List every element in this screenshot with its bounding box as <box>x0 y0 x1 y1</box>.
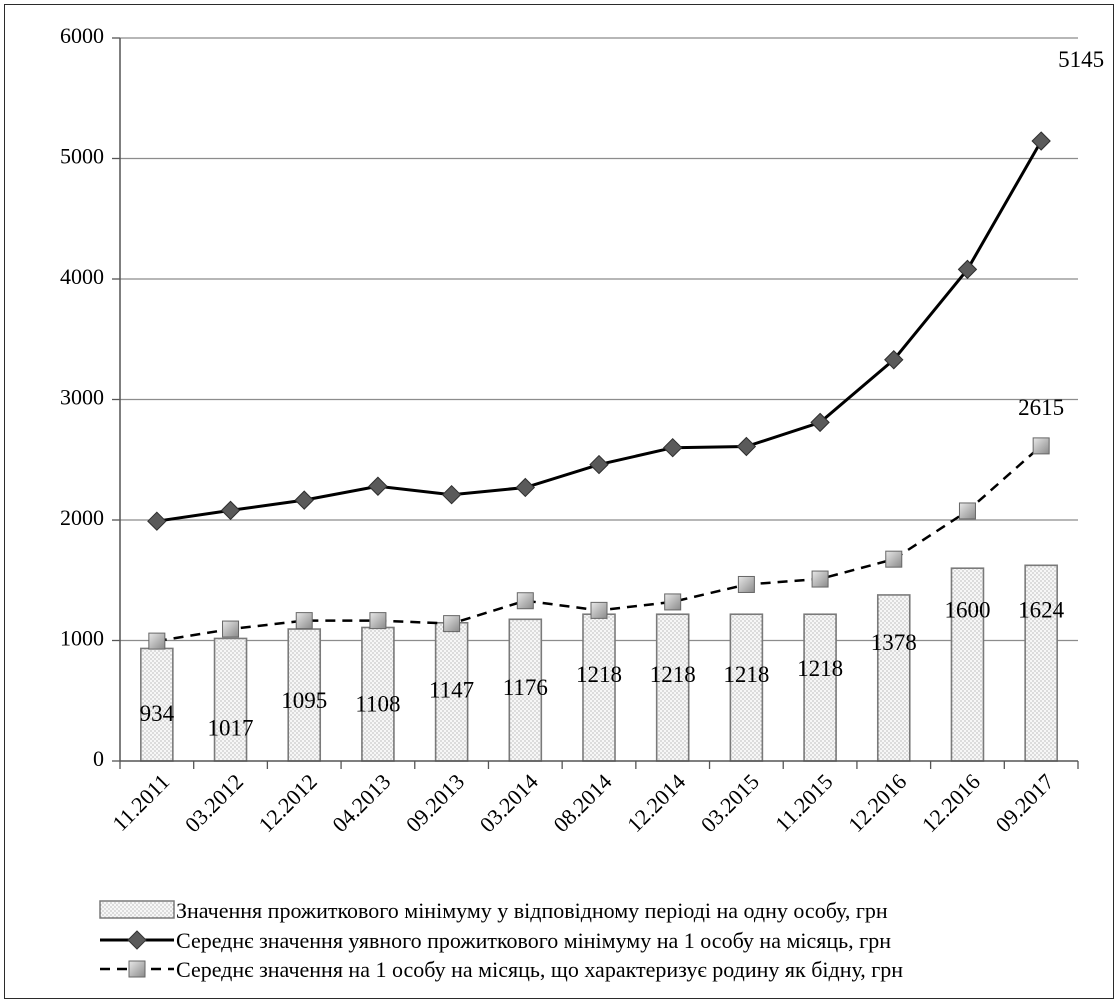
bar-value-label: 1147 <box>429 677 474 702</box>
x-tick-label: 12.2012 <box>254 769 322 837</box>
bar-series <box>140 564 1058 762</box>
gridlines <box>120 37 1078 642</box>
bar-value-label: 1108 <box>355 691 400 716</box>
bar <box>950 567 985 762</box>
square-marker <box>664 593 682 611</box>
diamond-marker <box>810 412 830 433</box>
diamond-marker <box>147 511 167 531</box>
bar <box>655 613 690 762</box>
diamond-marker <box>736 436 757 457</box>
x-tick-label: 04.2013 <box>327 769 395 837</box>
x-tick-label: 09.2017 <box>990 769 1058 837</box>
line-solid-end-label: 5145 <box>1058 47 1104 72</box>
y-tick-label: 0 <box>93 746 104 771</box>
diamond-marker <box>515 477 536 498</box>
diamond-marker <box>368 476 388 496</box>
bar-value-label: 1218 <box>650 662 696 687</box>
data-labels: 934 1017 1095 1108 1147 1176 1218 1218 1218 1218 1… <box>140 47 1105 740</box>
bar <box>876 594 911 762</box>
bar-value-label: 1218 <box>576 662 622 687</box>
x-tick-label: 11.2015 <box>770 769 838 837</box>
bar <box>729 613 764 762</box>
legend-label-solid-line: Середнє значення уявного прожиткового мі… <box>176 928 891 953</box>
diamond-marker <box>441 484 462 505</box>
x-tick-label: 12.2016 <box>917 769 985 837</box>
bar <box>1024 564 1058 762</box>
bar-value-label: 1017 <box>208 715 254 740</box>
x-tick-label: 03.2012 <box>180 769 248 837</box>
bar <box>213 637 248 762</box>
bar-value-label: 1378 <box>871 630 917 655</box>
y-tick-label: 5000 <box>60 144 104 169</box>
diamond-marker <box>220 500 241 521</box>
y-tick-label: 4000 <box>60 264 104 289</box>
bar <box>508 618 543 762</box>
y-tick-label: 3000 <box>60 385 104 410</box>
diamond-marker <box>589 454 609 475</box>
square-marker <box>958 502 976 520</box>
x-tick-label: 03.2014 <box>475 769 543 837</box>
y-tick-label: 2000 <box>60 505 104 530</box>
legend-diamond-marker <box>127 930 147 950</box>
legend-label-bar: Значення прожиткового мінімуму у відпові… <box>176 898 888 923</box>
bar-value-label: 1218 <box>797 656 843 681</box>
line-dashed-end-label: 2615 <box>1018 395 1064 420</box>
bar-value-label: 1176 <box>503 675 548 700</box>
x-tick-label: 12.2016 <box>843 769 911 837</box>
x-tick-label: 08.2014 <box>548 769 616 837</box>
bar-value-label: 1218 <box>723 662 769 687</box>
y-tick-label: 6000 <box>60 23 104 48</box>
square-marker <box>443 615 461 633</box>
legend-square-marker <box>128 960 146 978</box>
diamond-marker <box>1031 131 1051 151</box>
bar-value-label: 1095 <box>281 688 327 713</box>
square-marker <box>369 612 387 630</box>
legend-swatch-bar <box>99 900 175 919</box>
x-tick-label: 09.2013 <box>401 769 469 837</box>
bar <box>803 613 837 762</box>
x-tick-label: 03.2015 <box>696 769 764 837</box>
x-tick-label: 11.2011 <box>107 769 174 836</box>
square-marker <box>295 612 313 630</box>
chart-frame <box>4 4 1114 999</box>
square-marker <box>148 632 166 650</box>
bar-value-label: 1600 <box>944 598 990 623</box>
diamond-marker <box>884 350 904 370</box>
bar-value-label: 934 <box>140 701 175 726</box>
x-tick-label: 12.2014 <box>622 769 690 837</box>
square-marker <box>811 570 829 588</box>
bar-value-label: 1624 <box>1018 598 1065 623</box>
diamond-marker <box>957 259 978 280</box>
square-marker <box>1032 437 1050 455</box>
diamond-marker <box>294 490 314 510</box>
line-series <box>147 131 1051 650</box>
square-marker <box>516 592 534 610</box>
y-tick-label: 1000 <box>60 626 104 651</box>
legend-label-dashed-line: Середнє значення на 1 особу на місяць, щ… <box>176 957 903 982</box>
bar <box>582 613 616 762</box>
diamond-marker <box>662 437 683 458</box>
square-marker <box>885 550 903 568</box>
square-marker <box>590 601 608 619</box>
square-marker <box>222 620 240 638</box>
legend: Значення прожиткового мінімуму у відпові… <box>99 898 903 982</box>
square-marker <box>737 575 755 593</box>
